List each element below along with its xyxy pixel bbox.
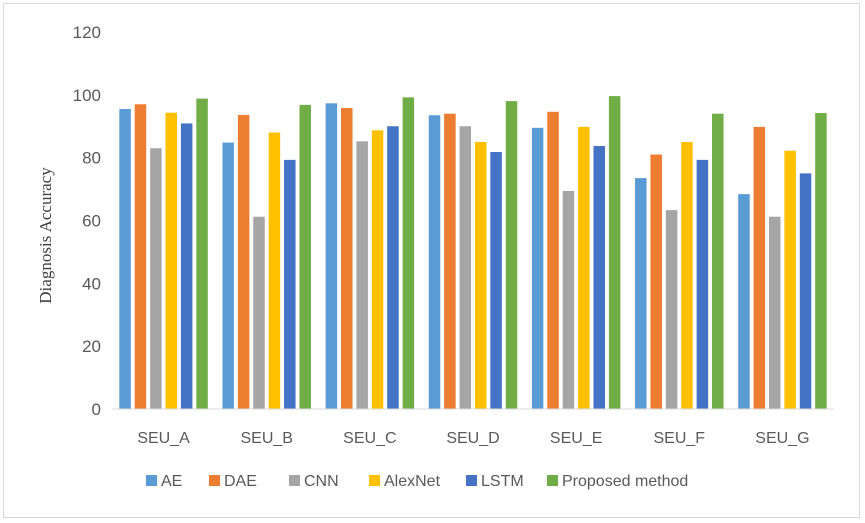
legend-swatch-dae <box>209 475 220 486</box>
bar-dae-seu_a <box>134 104 147 409</box>
bar-ae-seu_e <box>531 127 544 409</box>
bar-proposed-method-seu_e <box>608 96 621 409</box>
x-tick-label: SEU_F <box>654 430 706 447</box>
y-tick-label: 0 <box>92 400 101 419</box>
bar-ae-seu_a <box>119 108 131 409</box>
bar-proposed-method-seu_a <box>196 98 208 409</box>
bar-cnn-seu_c <box>356 141 368 409</box>
bar-lstm-seu_f <box>696 159 709 409</box>
bar-lstm-seu_c <box>387 126 399 409</box>
x-tick-label: SEU_E <box>550 430 602 447</box>
bar-lstm-seu_g <box>799 173 812 410</box>
legend-label: LSTM <box>481 473 524 490</box>
y-tick-label: 120 <box>73 23 101 42</box>
y-tick-label: 80 <box>82 149 101 168</box>
bar-dae-seu_e <box>547 111 559 410</box>
legend-label: Proposed method <box>562 473 688 490</box>
bar-alexnet-seu_g <box>784 150 796 409</box>
bar-cnn-seu_d <box>459 126 472 409</box>
bars <box>119 96 827 410</box>
bar-alexnet-seu_b <box>268 132 281 409</box>
bar-ae-seu_b <box>222 142 234 409</box>
x-tick-label: SEU_C <box>343 430 396 447</box>
bar-proposed-method-seu_f <box>712 113 724 410</box>
legend-label: DAE <box>224 473 257 490</box>
x-tick-label: SEU_G <box>755 430 809 447</box>
legend-swatch-cnn <box>289 475 300 486</box>
x-tick-label: SEU_B <box>240 430 292 447</box>
x-tick-label: SEU_D <box>446 430 499 447</box>
y-tick-label: 60 <box>82 212 101 231</box>
bar-ae-seu_f <box>635 178 647 409</box>
x-tick-label: SEU_A <box>137 430 190 447</box>
y-tick-label: 100 <box>73 86 101 105</box>
y-axis-ticks: 0 20 40 60 80 100 120 <box>73 23 101 419</box>
y-axis-label: Diagnosis Accuracy <box>36 167 55 304</box>
legend-label: CNN <box>304 473 339 490</box>
y-tick-label: 40 <box>82 274 101 293</box>
chart-frame: 0 20 40 60 80 100 120 SEU_A SEU_B SEU_C SEU_D SEU_… <box>3 3 860 518</box>
bar-alexnet-seu_a <box>165 112 178 410</box>
bar-cnn-seu_f <box>665 210 678 409</box>
bar-ae-seu_d <box>428 115 441 409</box>
bar-alexnet-seu_e <box>578 126 590 409</box>
bar-cnn-seu_g <box>768 216 781 409</box>
legend-swatch-alexnet <box>369 475 380 486</box>
legend-swatch-ae <box>146 475 157 486</box>
legend-swatch-lstm <box>466 475 477 486</box>
bar-dae-seu_g <box>753 126 766 409</box>
bar-alexnet-seu_f <box>681 141 693 409</box>
bar-proposed-method-seu_d <box>505 101 518 410</box>
bar-lstm-seu_a <box>180 123 193 410</box>
legend: AE DAE CNN AlexNet LSTM Proposed method <box>146 473 688 490</box>
bar-dae-seu_d <box>444 113 456 410</box>
bar-ae-seu_g <box>738 194 750 409</box>
bar-dae-seu_b <box>237 114 250 409</box>
bar-dae-seu_f <box>650 154 662 409</box>
bar-cnn-seu_b <box>253 216 265 409</box>
bar-alexnet-seu_d <box>474 141 487 409</box>
bar-lstm-seu_e <box>593 146 605 410</box>
y-tick-label: 20 <box>82 337 101 356</box>
legend-swatch-proposed-method <box>547 475 558 486</box>
bar-proposed-method-seu_g <box>815 113 827 409</box>
bar-lstm-seu_d <box>490 152 502 409</box>
bar-ae-seu_c <box>325 103 338 409</box>
bar-alexnet-seu_c <box>371 130 384 409</box>
bar-cnn-seu_e <box>562 190 575 409</box>
bar-lstm-seu_b <box>284 159 296 409</box>
bar-proposed-method-seu_b <box>299 104 311 409</box>
bar-cnn-seu_a <box>150 148 162 410</box>
x-axis-labels: SEU_A SEU_B SEU_C SEU_D SEU_E SEU_F SEU_G <box>137 430 809 447</box>
bar-proposed-method-seu_c <box>402 97 415 409</box>
bar-dae-seu_c <box>341 108 353 409</box>
legend-label: AlexNet <box>384 473 441 490</box>
legend-label: AE <box>161 473 182 490</box>
